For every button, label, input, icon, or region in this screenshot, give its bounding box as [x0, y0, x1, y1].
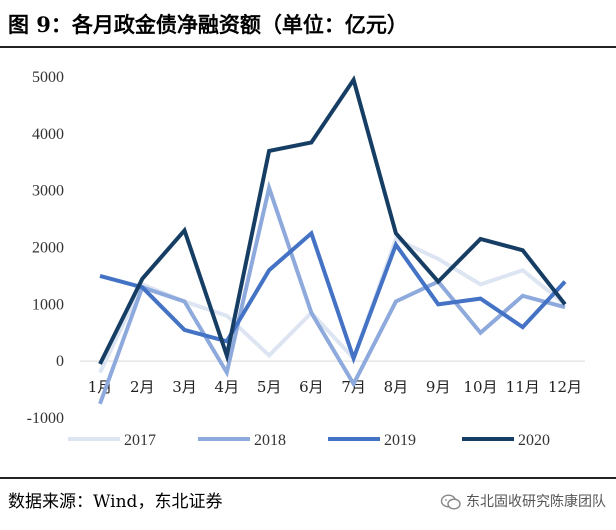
- y-tick-label: 1000: [32, 296, 64, 313]
- series-line-2020: [98, 75, 567, 365]
- x-tick-label: 11月: [506, 378, 540, 396]
- x-tick-label: 3月: [172, 378, 197, 396]
- y-tick-label: 5000: [32, 69, 64, 86]
- wechat-icon: [440, 494, 461, 510]
- y-tick-label: 2000: [32, 240, 64, 257]
- y-tick-label: 3000: [32, 183, 64, 200]
- y-tick-label: -1000: [27, 410, 64, 427]
- figure-title: 图 9：各月政金债净融资额（单位：亿元）: [8, 12, 408, 37]
- x-tick-label: 12月: [548, 378, 582, 396]
- x-tick-label: 4月: [215, 378, 240, 396]
- bottom-rule: [0, 477, 616, 479]
- legend: 2017 2018 2019 2020: [68, 432, 550, 449]
- source-note: 数据来源：Wind，东北证券: [8, 492, 223, 512]
- legend-label-2017: 2017: [124, 432, 156, 449]
- series-line-2019: [99, 229, 567, 365]
- x-tick-label: 5月: [257, 378, 282, 396]
- y-axis-ticks: -1000 0 1000 2000 3000 4000 5000: [27, 69, 64, 427]
- top-rule: [0, 46, 616, 48]
- x-tick-label: 6月: [299, 378, 324, 396]
- x-tick-label: 2月: [130, 378, 155, 396]
- legend-label-2018: 2018: [254, 432, 286, 449]
- series-lines: [98, 75, 567, 405]
- y-tick-label: 4000: [32, 126, 64, 143]
- y-tick-label: 0: [56, 353, 64, 370]
- watermark-text: 东北固收研究陈康团队: [466, 494, 606, 510]
- series-line-2018: [98, 180, 566, 405]
- x-axis-ticks: 1月 2月 3月 4月 5月 6月 7月 8月 9月 10月 11月 12月: [88, 378, 582, 396]
- x-tick-label: 10月: [463, 378, 497, 396]
- watermark: 东北固收研究陈康团队: [440, 491, 606, 513]
- x-tick-label: 8月: [384, 378, 409, 396]
- legend-label-2020: 2020: [518, 432, 550, 449]
- x-tick-label: 9月: [426, 378, 451, 396]
- legend-label-2019: 2019: [384, 432, 416, 449]
- series-line-2017: [98, 236, 567, 374]
